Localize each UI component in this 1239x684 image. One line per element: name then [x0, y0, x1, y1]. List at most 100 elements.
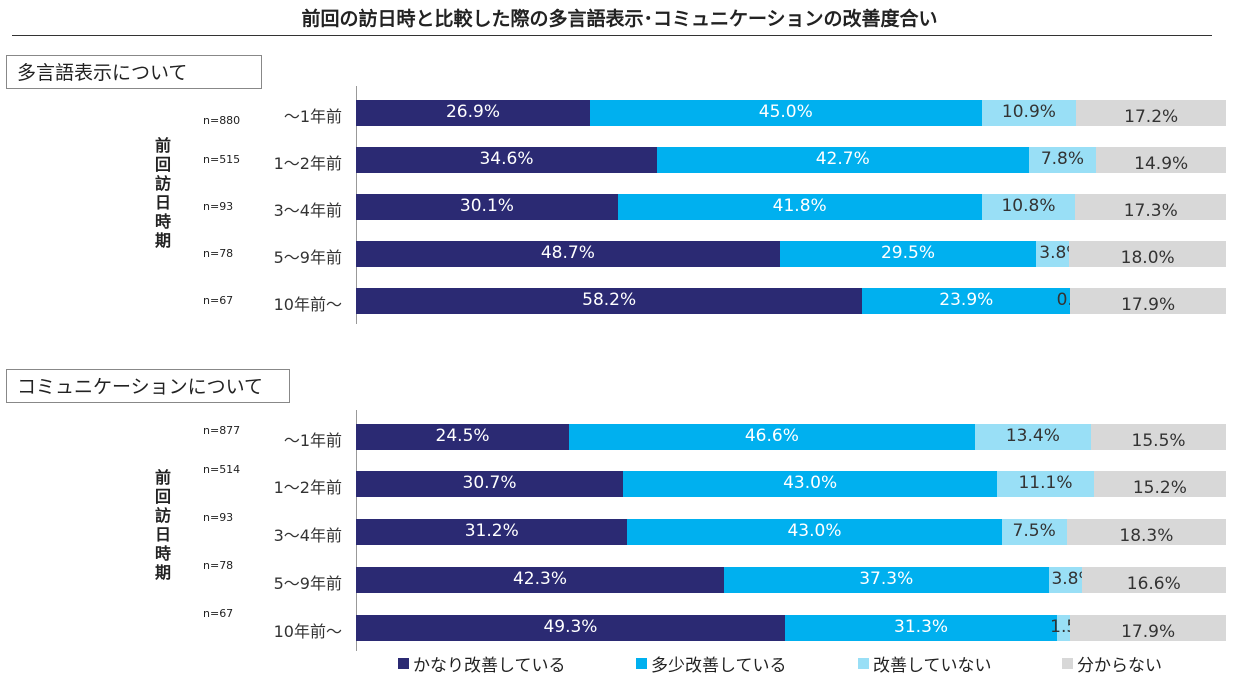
- data-label: 23.9%: [939, 290, 994, 310]
- bar-segment-somewhat-improved: [862, 288, 1071, 314]
- data-label: 29.5%: [880, 243, 936, 263]
- bar-segment-somewhat-improved: [627, 519, 1002, 545]
- bar-segment-dont-know: [1096, 147, 1226, 173]
- data-label: 18.3%: [1119, 526, 1174, 546]
- legend-label: かなり改善している: [413, 656, 566, 676]
- section-title: コミュニケーションについて: [6, 369, 290, 403]
- data-label: 37.3%: [859, 569, 914, 589]
- sample-size-label: n=877: [203, 424, 241, 437]
- category-label: ～1年前: [283, 431, 342, 450]
- data-label: 49.3%: [543, 617, 598, 637]
- data-label: 10.9%: [1001, 102, 1056, 122]
- y-axis-label: 前回訪日時期: [154, 136, 171, 250]
- bar-segment-somewhat-improved: [724, 567, 1049, 593]
- bar-segment-not-improved: [981, 194, 1076, 220]
- category-label: 3～4年前: [273, 526, 342, 545]
- bar-segment-much-improved: [356, 147, 658, 173]
- sample-size-label: n=515: [203, 153, 241, 166]
- bar-segment-much-improved: [356, 288, 863, 314]
- category-label: ～1年前: [283, 107, 342, 126]
- sample-size-label: n=514: [203, 463, 241, 476]
- bar-segment-much-improved: [356, 471, 624, 497]
- category-label: 1～2年前: [273, 154, 342, 173]
- bar-segment-much-improved: [356, 519, 628, 545]
- y-axis-label: 前回訪日時期: [154, 468, 171, 582]
- bar-segment-not-improved: [1028, 147, 1097, 173]
- bar-segment-dont-know: [1093, 471, 1226, 497]
- data-label: 7.5%: [1012, 521, 1056, 541]
- bar-segment-dont-know: [1070, 288, 1226, 314]
- data-label: 17.9%: [1121, 295, 1176, 315]
- bar-segment-not-improved: [974, 424, 1092, 450]
- data-label: 45.0%: [758, 102, 813, 122]
- data-label: 26.9%: [445, 102, 501, 122]
- legend-item: 多少改善している: [636, 651, 787, 676]
- category-label: 10年前～: [273, 622, 342, 641]
- data-label: 17.2%: [1124, 107, 1179, 127]
- legend-label: 多少改善している: [651, 656, 787, 676]
- data-label: 16.6%: [1126, 574, 1181, 594]
- legend-swatch: [1062, 658, 1073, 669]
- data-label: 48.7%: [540, 243, 595, 263]
- category-label: 1～2年前: [273, 478, 342, 497]
- data-label: 42.3%: [512, 569, 568, 589]
- legend-item: かなり改善している: [398, 651, 566, 676]
- data-label: 31.2%: [464, 521, 519, 541]
- bar-segment-not-improved: [997, 471, 1094, 497]
- title-rule: [12, 35, 1212, 36]
- bar-segment-much-improved: [356, 615, 785, 641]
- sample-size-label: n=93: [203, 511, 234, 524]
- bar-segment-dont-know: [1070, 615, 1226, 641]
- bar-segment-dont-know: [1081, 567, 1226, 593]
- bar-segment-much-improved: [356, 567, 724, 593]
- bar-segment-dont-know: [1066, 519, 1226, 545]
- chart-title: 前回の訪日時と比較した際の多言語表示･コミュニケーションの改善度合い: [301, 8, 938, 30]
- data-label: 11.1%: [1018, 473, 1073, 493]
- legend-swatch: [636, 658, 647, 669]
- bar-segment-not-improved: [981, 100, 1077, 126]
- bar-segment-somewhat-improved: [623, 471, 998, 497]
- data-label: 7.8%: [1040, 149, 1085, 169]
- data-label: 31.3%: [894, 617, 949, 637]
- sample-size-label: n=67: [203, 607, 234, 620]
- bar-segment-not-improved: [1048, 567, 1082, 593]
- legend-swatch: [398, 658, 409, 669]
- bar-segment-somewhat-improved: [590, 100, 982, 126]
- data-label: 15.2%: [1132, 478, 1187, 498]
- bar-segment-much-improved: [356, 194, 618, 220]
- bar-segment-dont-know: [1069, 241, 1226, 267]
- bar-segment-somewhat-improved: [617, 194, 982, 220]
- data-label: 43.0%: [783, 473, 838, 493]
- bar-segment-not-improved: [1001, 519, 1067, 545]
- data-label: 46.6%: [744, 426, 799, 446]
- data-label: 42.7%: [815, 149, 870, 169]
- legend-item: 分からない: [1062, 651, 1162, 676]
- legend-label: 分からない: [1077, 656, 1162, 676]
- category-label: 3～4年前: [273, 201, 342, 220]
- data-label: 24.5%: [435, 426, 490, 446]
- sample-size-label: n=880: [203, 114, 241, 127]
- sample-size-label: n=78: [203, 559, 234, 572]
- data-label: 41.8%: [772, 196, 827, 216]
- data-label: 17.9%: [1121, 622, 1176, 642]
- bar-segment-not-improved: [1057, 615, 1071, 641]
- bar-segment-dont-know: [1091, 424, 1226, 450]
- data-label: 17.3%: [1123, 201, 1178, 221]
- data-label: 30.1%: [459, 196, 514, 216]
- legend-swatch: [858, 658, 869, 669]
- data-label: 15.5%: [1131, 431, 1186, 451]
- bar-segment-somewhat-improved: [779, 241, 1037, 267]
- data-label: 10.8%: [1001, 196, 1056, 216]
- bar-segment-much-improved: [356, 241, 780, 267]
- category-label: 5～9年前: [273, 248, 342, 267]
- bar-segment-somewhat-improved: [569, 424, 975, 450]
- data-label: 34.6%: [479, 149, 534, 169]
- legend-item: 改善していない: [858, 651, 992, 676]
- data-label: 14.9%: [1134, 154, 1189, 174]
- data-label: 13.4%: [1005, 426, 1060, 446]
- section-title: 多言語表示について: [6, 55, 262, 89]
- bar-segment-dont-know: [1076, 100, 1226, 126]
- data-label: 58.2%: [582, 290, 637, 310]
- data-label: 18.0%: [1120, 248, 1175, 268]
